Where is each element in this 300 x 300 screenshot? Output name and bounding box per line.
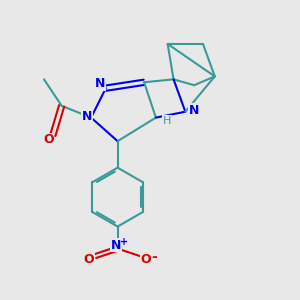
Text: N: N bbox=[111, 238, 121, 252]
Text: H: H bbox=[163, 116, 171, 126]
Text: N: N bbox=[82, 110, 92, 123]
Text: O: O bbox=[43, 133, 54, 146]
Text: +: + bbox=[120, 237, 128, 247]
Text: N: N bbox=[95, 77, 106, 90]
Text: -: - bbox=[152, 250, 157, 265]
Text: O: O bbox=[84, 253, 94, 266]
Text: N: N bbox=[189, 104, 200, 117]
Text: O: O bbox=[141, 253, 152, 266]
